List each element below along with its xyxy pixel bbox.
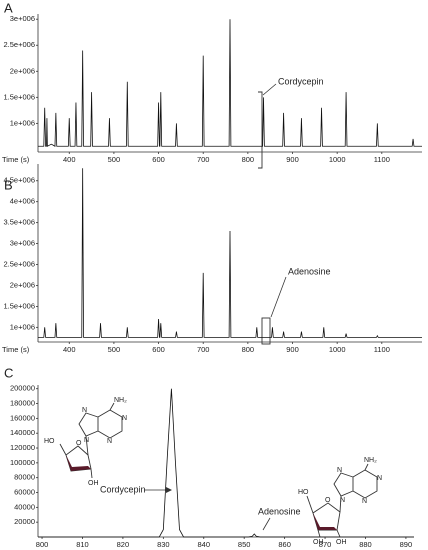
annotation: Adenosine [288,266,331,276]
y-tick-label: 200000 [10,384,35,393]
cordycepin-structure: NH₂ N N N N HO O OH [44,397,127,487]
y-tick-label: 2.5e+006 [4,40,36,49]
atom-label: HO [44,438,55,445]
y-tick-label: 1e+006 [10,322,35,331]
x-tick-label: 880 [359,540,372,549]
x-tick-label: 850 [238,540,251,549]
atom-label: O [325,497,331,504]
chromatogram-line [38,19,422,147]
atom-label: HO [298,489,309,496]
bond [78,402,123,456]
x-tick-label: 830 [157,540,170,549]
annotation: Cordycepin [278,76,324,86]
x-tick-label: 1000 [329,345,346,354]
y-tick-label: 180000 [10,399,35,408]
panel-label: C [4,365,13,380]
x-tick-label: 600 [152,155,165,164]
x-tick-label: 1000 [329,155,346,164]
y-tick-label: 60000 [14,487,35,496]
arrow-head [166,487,172,493]
y-tick-label: 2.5e+006 [4,260,36,269]
x-tick-label: 800 [242,155,255,164]
x-tick-label: 500 [108,155,121,164]
atom-label: N [337,467,342,474]
atom-label: N [377,475,382,482]
x-tick-label: 900 [286,155,299,164]
y-tick-label: 2e+006 [10,280,35,289]
annotation: Adenosine [258,506,301,516]
atom-label: NH₂ [114,397,127,404]
chromatogram-line [38,388,414,538]
atom-label: O [76,440,82,447]
y-tick-label: 80000 [14,473,35,482]
x-tick-label: 500 [108,345,121,354]
adenosine-structure: NH₂ N N N N HO O OH OH [298,457,382,546]
y-tick-label: 2e+006 [10,66,35,75]
y-tick-label: 160000 [10,413,35,422]
y-tick-label: 1.5e+006 [4,301,36,310]
x-tick-label: 810 [76,540,89,549]
panel-label: A [4,0,13,15]
x-tick-label: 1100 [374,155,390,164]
bond [333,463,378,513]
bond [306,495,341,538]
x-tick-label: 800 [36,540,49,549]
y-tick-label: 140000 [10,428,35,437]
atom-label: N [84,437,89,444]
y-tick-label: 3e+006 [10,14,35,23]
x-tick-label: 400 [63,155,76,164]
x-tick-label: 400 [63,345,76,354]
arrow [262,83,277,96]
annotation: Cordycepin [100,484,146,494]
y-tick-label: 20000 [14,517,35,526]
x-tick-label: 600 [152,345,165,354]
atom-label: N [362,498,367,505]
arrow [270,276,287,318]
y-tick-label: 1e+006 [10,118,35,127]
atom-label: OH [313,539,324,546]
atom-label: N [107,438,112,445]
x-tick-label: 700 [197,345,210,354]
y-tick-label: 4.5e+006 [4,176,36,185]
x-tick-label: 700 [197,155,210,164]
y-tick-label: 4e+006 [10,197,35,206]
x-tick-label: 890 [400,540,413,549]
y-tick-label: 3e+006 [10,239,35,248]
x-tick-label: 820 [117,540,130,549]
atom-label: N [82,407,87,414]
x-axis-label: Time (s) [2,345,30,354]
bracket [258,91,263,169]
atom-label: NH₂ [364,457,377,464]
x-tick-label: 1100 [374,345,390,354]
atom-label: OH [336,539,347,546]
chromatogram-line [38,168,422,338]
atom-label: OH [88,480,99,487]
highlight-box [261,317,271,345]
x-tick-label: 800 [242,345,255,354]
atom-label: N [340,497,345,504]
y-tick-label: 40000 [14,502,35,511]
x-tick-label: 840 [198,540,211,549]
atom-label: N [122,415,127,422]
bold-bond [313,513,337,530]
y-tick-label: 1.5e+006 [4,92,36,101]
y-tick-label: 3.5e+006 [4,218,36,227]
x-tick-label: 860 [278,540,291,549]
x-tick-label: 870 [319,540,332,549]
x-tick-label: 900 [286,345,299,354]
panel-label: B [4,177,13,192]
x-axis-label: Time (s) [2,155,30,164]
y-tick-label: 100000 [10,458,35,467]
arrow [262,517,271,531]
bold-bond [66,455,91,471]
y-tick-label: 120000 [10,443,35,452]
